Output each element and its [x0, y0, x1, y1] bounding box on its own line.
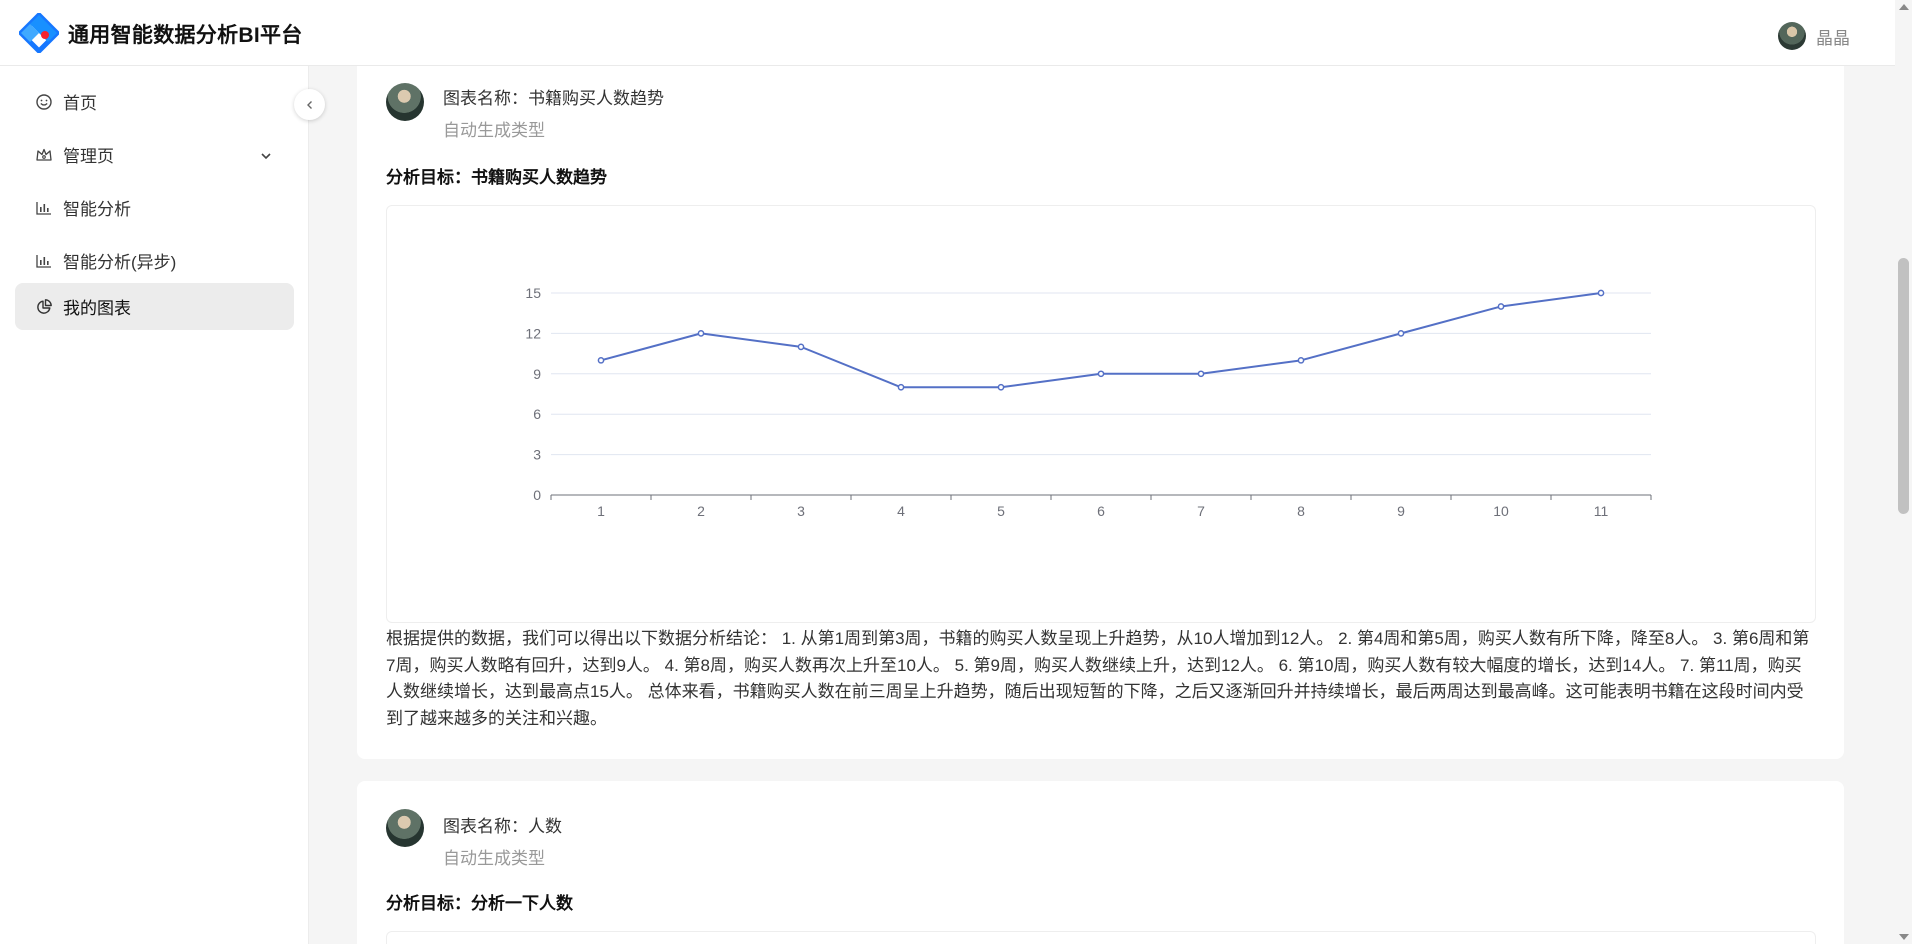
- data-point: [1097, 370, 1105, 378]
- x-tick-label: 3: [797, 503, 805, 519]
- app-title[interactable]: 通用智能数据分析BI平台: [68, 24, 303, 47]
- data-point: [997, 383, 1005, 391]
- page-scrollbar[interactable]: [1895, 0, 1912, 944]
- sidebar-item-my-charts[interactable]: 我的图表: [15, 283, 294, 330]
- analysis-text: 根据提供的数据，我们可以得出以下数据分析结论： 1. 从第1周到第3周，书籍的购…: [386, 629, 1810, 728]
- sidebar-item-label: 智能分析(异步): [63, 253, 177, 272]
- x-tick-label: 5: [997, 503, 1005, 519]
- chart-name: 图表名称：书籍购买人数趋势: [443, 89, 664, 108]
- pie-chart-icon: [35, 298, 53, 316]
- sidebar: 首页 管理页 智能分析 智能分析(异步) 我的图表: [0, 66, 309, 944]
- chart-type: 自动生成类型: [443, 121, 545, 140]
- sidebar-item-analysis-async[interactable]: 智能分析(异步): [15, 237, 294, 284]
- x-tick-label: 1: [597, 503, 605, 519]
- sidebar-item-label: 智能分析: [63, 200, 131, 219]
- y-tick-label: 9: [533, 366, 541, 382]
- sidebar-item-home[interactable]: 首页: [15, 78, 294, 125]
- user-menu[interactable]: 晶晶: [1778, 22, 1850, 50]
- analysis-goal: 分析目标：书籍购买人数趋势: [386, 168, 607, 187]
- top-bar: 通用智能数据分析BI平台 晶晶: [0, 0, 1912, 66]
- chart-name: 图表名称：人数: [443, 817, 562, 836]
- y-tick-label: 15: [525, 285, 541, 301]
- data-point: [1497, 303, 1505, 310]
- card-avatar: [386, 809, 424, 847]
- analysis-goal: 分析目标：分析一下人数: [386, 894, 573, 913]
- data-point: [597, 356, 605, 364]
- scroll-down-arrow[interactable]: [1899, 934, 1909, 940]
- x-tick-label: 6: [1097, 503, 1105, 519]
- sidebar-collapse-button[interactable]: [294, 89, 325, 120]
- chevron-left-icon: [306, 100, 312, 109]
- user-avatar[interactable]: [1778, 22, 1806, 50]
- x-tick-label: 8: [1297, 503, 1305, 519]
- sidebar-item-analysis[interactable]: 智能分析: [15, 184, 294, 231]
- crown-icon: [35, 146, 53, 164]
- data-point: [1297, 356, 1305, 364]
- chart-card: 图表名称：书籍购买人数趋势 自动生成类型 分析目标：书籍购买人数趋势 0 3 6 9 1…: [357, 66, 1844, 759]
- data-point: [1597, 289, 1605, 297]
- scrollbar-thumb[interactable]: [1898, 258, 1909, 514]
- x-tick-label: 10: [1493, 503, 1509, 519]
- x-tick-label: 9: [1397, 503, 1405, 519]
- data-point: [1397, 330, 1405, 337]
- data-point: [897, 383, 905, 391]
- bar-chart-icon: [35, 199, 53, 217]
- smile-icon: [35, 93, 53, 111]
- x-tick-label: 11: [1594, 503, 1609, 519]
- sidebar-item-label: 首页: [63, 94, 97, 113]
- x-tick-label: 4: [897, 503, 905, 519]
- bar-chart-icon: [35, 252, 53, 270]
- chart-container: [386, 931, 1816, 944]
- data-point: [1197, 370, 1205, 378]
- chevron-down-icon[interactable]: [260, 147, 272, 167]
- x-tick-label: 7: [1197, 503, 1205, 519]
- user-name[interactable]: 晶晶: [1816, 28, 1850, 48]
- x-tick-label: 2: [697, 503, 705, 519]
- chart-card: 图表名称：人数 自动生成类型 分析目标：分析一下人数: [357, 781, 1844, 944]
- sidebar-item-label: 管理页: [63, 147, 114, 166]
- sidebar-item-label: 我的图表: [63, 299, 131, 318]
- y-tick-label: 12: [525, 325, 541, 341]
- y-tick-label: 3: [533, 447, 541, 463]
- chart-container: 0 3 6 9 12 15 1 2 3 4 5 6 7 8 9 10 11: [386, 205, 1816, 623]
- data-point: [697, 330, 705, 337]
- card-avatar: [386, 83, 424, 121]
- y-tick-label: 6: [533, 406, 541, 422]
- scroll-up-arrow[interactable]: [1899, 4, 1909, 10]
- data-point: [797, 343, 805, 351]
- sidebar-item-admin[interactable]: 管理页: [15, 131, 294, 178]
- logo-icon: [19, 13, 59, 53]
- y-tick-label: 0: [533, 487, 541, 503]
- chart-type: 自动生成类型: [443, 849, 545, 868]
